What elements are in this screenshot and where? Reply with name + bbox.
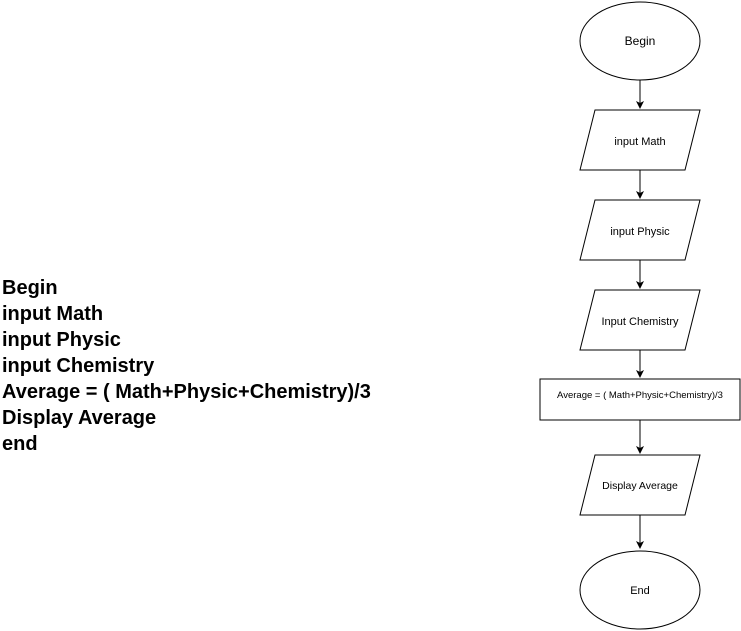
node-input-chemistry-label: Input Chemistry bbox=[601, 316, 679, 328]
pseudocode-line-end: end bbox=[2, 433, 38, 455]
node-average: Average = ( Math+Physic+Chemistry)/3 bbox=[539, 378, 741, 421]
input-parallelogram-shape bbox=[579, 289, 701, 351]
node-end-label: End bbox=[630, 585, 650, 597]
node-input-chemistry: Input Chemistry bbox=[579, 289, 701, 351]
pseudocode-line-input-math: input Math bbox=[2, 303, 104, 325]
pseudocode-line-input-physic: input Physic bbox=[2, 329, 121, 351]
input-parallelogram-shape bbox=[579, 199, 701, 261]
terminator-shape bbox=[579, 550, 701, 630]
node-input-physic-label: input Physic bbox=[610, 226, 670, 238]
input-parallelogram-shape bbox=[579, 109, 701, 171]
node-input-physic: input Physic bbox=[579, 199, 701, 261]
node-display-average-label: Display Average bbox=[602, 480, 678, 492]
pseudocode-line-average: Average = ( Math+Physic+Chemistry)/3 bbox=[2, 381, 371, 403]
process-rect-shape bbox=[539, 378, 741, 421]
node-input-math-label: input Math bbox=[614, 136, 665, 148]
pseudocode-line-begin: Begin bbox=[2, 277, 58, 299]
node-input-math: input Math bbox=[579, 109, 701, 171]
node-begin: Begin bbox=[579, 1, 701, 81]
pseudocode-line-input-chemistry: input Chemistry bbox=[2, 355, 155, 377]
output-parallelogram-shape bbox=[579, 454, 701, 516]
node-begin-label: Begin bbox=[625, 34, 656, 48]
node-end: End bbox=[579, 550, 701, 630]
node-average-label: Average = ( Math+Physic+Chemistry)/3 bbox=[557, 390, 723, 401]
pseudocode-listing: Begin input Math input Physic input Chem… bbox=[2, 275, 371, 457]
node-display-average: Display Average bbox=[579, 454, 701, 516]
pseudocode-line-display-average: Display Average bbox=[2, 407, 157, 429]
terminator-shape bbox=[579, 1, 701, 81]
